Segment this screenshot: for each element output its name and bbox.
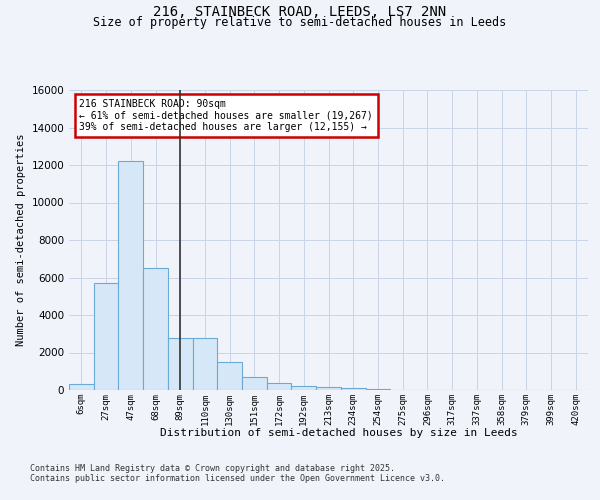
Bar [217, 362, 242, 390]
Bar [242, 377, 267, 390]
Bar [143, 268, 168, 390]
Text: Contains public sector information licensed under the Open Government Licence v3: Contains public sector information licen… [30, 474, 445, 483]
Bar [316, 387, 341, 390]
Bar [365, 389, 390, 390]
Bar [69, 384, 94, 390]
Text: Contains HM Land Registry data © Crown copyright and database right 2025.: Contains HM Land Registry data © Crown c… [30, 464, 395, 473]
Bar [292, 386, 316, 390]
Text: Distribution of semi-detached houses by size in Leeds: Distribution of semi-detached houses by … [160, 428, 518, 438]
Bar [168, 338, 193, 390]
Text: 216, STAINBECK ROAD, LEEDS, LS7 2NN: 216, STAINBECK ROAD, LEEDS, LS7 2NN [154, 5, 446, 19]
Text: 216 STAINBECK ROAD: 90sqm
← 61% of semi-detached houses are smaller (19,267)
39%: 216 STAINBECK ROAD: 90sqm ← 61% of semi-… [79, 99, 373, 132]
Text: Size of property relative to semi-detached houses in Leeds: Size of property relative to semi-detach… [94, 16, 506, 29]
Bar [341, 388, 365, 390]
Bar [193, 338, 217, 390]
Bar [94, 283, 118, 390]
Bar [118, 161, 143, 390]
Y-axis label: Number of semi-detached properties: Number of semi-detached properties [16, 134, 26, 346]
Bar [267, 382, 292, 390]
